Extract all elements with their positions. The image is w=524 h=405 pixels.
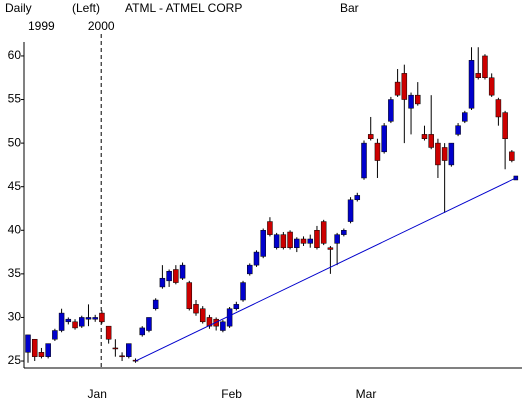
candle-body: [247, 264, 253, 275]
candle-body: [25, 334, 31, 353]
y-tick-label: 55: [8, 92, 22, 106]
candle-body: [126, 343, 132, 357]
candle-body: [159, 277, 166, 288]
trendline: [135, 177, 517, 362]
year-label: 2000: [88, 19, 115, 33]
candle-body: [166, 270, 172, 282]
y-tick-label: 50: [8, 135, 22, 149]
trendline-end: [513, 175, 519, 181]
candle-body: [105, 325, 112, 340]
candle-body: [199, 308, 206, 323]
x-tick-label: Jan: [88, 387, 107, 401]
candle-body: [441, 147, 448, 161]
y-tick-label: 30: [8, 310, 22, 324]
candle-body: [206, 317, 213, 327]
candle-body: [488, 77, 495, 96]
candle-body: [462, 112, 468, 122]
candle-body: [220, 321, 226, 331]
candle-body: [260, 230, 266, 257]
candle-body: [354, 195, 361, 201]
candle-body: [65, 318, 72, 323]
candle-body: [112, 347, 119, 350]
candle-body: [347, 199, 354, 222]
candle-body: [119, 355, 125, 358]
candle-body: [408, 94, 414, 109]
candle-body: [31, 338, 38, 357]
y-tick-label: 45: [8, 179, 22, 193]
candle-body: [58, 312, 65, 331]
candle-body: [388, 99, 394, 122]
candle-body: [415, 94, 421, 105]
header-symbol: ATML - ATMEL CORP: [125, 1, 242, 15]
y-tick-label: 35: [8, 266, 22, 280]
candle-body: [509, 151, 515, 161]
y-tick-label: 60: [8, 48, 22, 62]
candle-body: [99, 312, 105, 323]
candle-body: [287, 231, 293, 248]
candle-body: [435, 142, 441, 166]
candle-body: [85, 317, 92, 320]
candle-body: [361, 142, 367, 179]
candle-body: [38, 352, 45, 357]
candle-body: [280, 234, 287, 248]
candle-body: [314, 230, 320, 248]
candle-body: [146, 317, 152, 331]
candle-body: [475, 73, 481, 78]
candle-body: [367, 134, 374, 140]
candle-body: [152, 299, 159, 309]
candle-body: [139, 327, 145, 336]
year-label: 1999: [28, 19, 55, 33]
candle-body: [300, 238, 307, 244]
candle-body: [341, 230, 347, 235]
candle-body: [179, 264, 186, 279]
candle-body: [79, 317, 85, 327]
candle-body: [401, 73, 408, 100]
candle-body: [482, 55, 488, 78]
candle-body: [502, 112, 508, 140]
candle-body: [226, 308, 233, 327]
candle-body: [455, 125, 461, 135]
candle-body: [294, 238, 300, 248]
candle-body: [267, 221, 273, 235]
candle-body: [193, 304, 199, 314]
candle-body: [72, 321, 78, 329]
candle-body: [327, 247, 334, 250]
candle-body: [92, 317, 98, 320]
x-tick-label: Mar: [356, 387, 377, 401]
header-style: Bar: [340, 1, 359, 15]
candle-body: [468, 60, 475, 109]
candle-body: [448, 142, 455, 166]
candle-body: [173, 269, 179, 283]
candle-body: [381, 125, 387, 153]
candle-body: [273, 234, 280, 248]
y-tick-label: 40: [8, 222, 22, 236]
candle-body: [428, 134, 434, 148]
candle-body: [307, 238, 313, 244]
candle-body: [233, 304, 240, 309]
candle-body: [374, 142, 381, 161]
x-tick-label: Feb: [221, 387, 242, 401]
candle-body: [52, 330, 58, 340]
candle-body: [495, 99, 502, 118]
header-period: Daily: [5, 1, 32, 15]
candle-body: [45, 343, 51, 357]
candle-body: [240, 282, 246, 301]
y-tick-label: 25: [8, 353, 22, 367]
candle-body: [253, 251, 260, 266]
header-axis: (Left): [72, 1, 100, 15]
candle-body: [334, 234, 340, 244]
candle-body: [394, 81, 401, 96]
candle-body: [186, 282, 193, 309]
candle-body: [421, 134, 428, 140]
candle-body: [320, 221, 327, 244]
